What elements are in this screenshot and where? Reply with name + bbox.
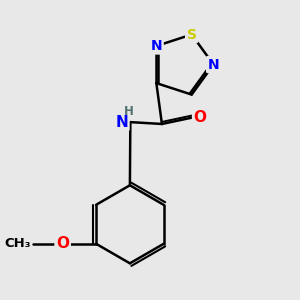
Text: O: O [56,236,69,251]
Text: H: H [124,105,134,118]
Text: N: N [116,115,128,130]
Text: CH₃: CH₃ [4,237,31,250]
Text: S: S [187,28,197,41]
Text: N: N [151,39,162,53]
Text: O: O [194,110,207,125]
Text: N: N [208,58,219,71]
